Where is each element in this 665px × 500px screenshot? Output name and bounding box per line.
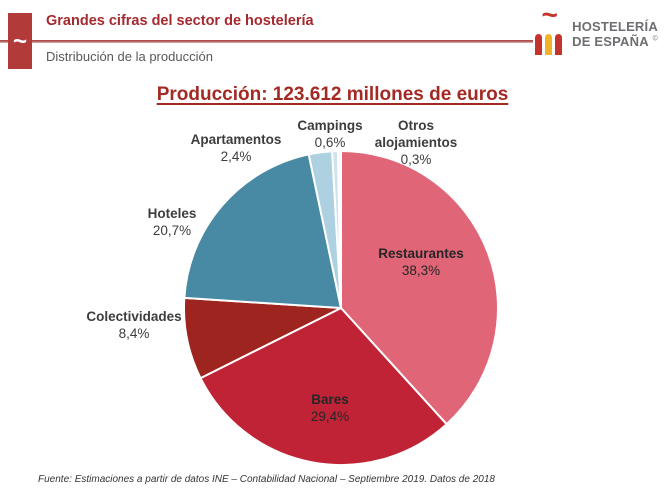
header-accent-box: ~: [8, 13, 32, 69]
slice-label-campings: Campings 0,6%: [297, 118, 363, 150]
brand-name: HOSTELERÍA DE ESPAÑA ©: [572, 19, 658, 50]
hosteleria-espana-icon: ~: [533, 1, 566, 55]
pie-chart-svg: [182, 150, 499, 466]
pie-slice-restaurantes: [340, 150, 499, 426]
pie-chart: [176, 143, 506, 473]
chart-title: Producción: 123.612 millones de euros: [156, 84, 509, 105]
header-divider: [0, 40, 533, 43]
pie-slice-otros-alojamientos: [337, 150, 342, 309]
pie-slice-bares: [199, 307, 448, 466]
source-note: Fuente: Estimaciones a partir de datos I…: [38, 474, 495, 485]
slice-label-colectividades: Colectividades 8,4%: [86, 309, 182, 341]
logo-tilde-icon: ~: [541, 0, 558, 30]
brand-logo: ~ HOSTELERÍA DE ESPAÑA ©: [533, 1, 658, 55]
slice-label-restaurantes: Restaurantes 38,3%: [378, 246, 464, 278]
tilde-icon: ~: [12, 28, 27, 55]
header-title: Grandes cifras del sector de hostelería: [46, 13, 314, 29]
header-subtitle: Distribución de la producción: [46, 49, 213, 64]
pie-slice-hoteles: [183, 153, 342, 309]
slice-label-apartamentos: Apartamentos 2,4%: [190, 132, 282, 164]
brand-line1: HOSTELERÍA: [572, 19, 658, 35]
brand-line2: DE ESPAÑA: [572, 34, 649, 49]
slice-label-hoteles: Hoteles 20,7%: [147, 206, 197, 238]
copyright-mark: ©: [652, 35, 658, 43]
logo-bars-icon: [535, 34, 563, 55]
slice-label-otros-alojamientos: Otros alojamientos 0,3%: [374, 118, 458, 167]
slice-label-bares: Bares 29,4%: [310, 392, 350, 424]
